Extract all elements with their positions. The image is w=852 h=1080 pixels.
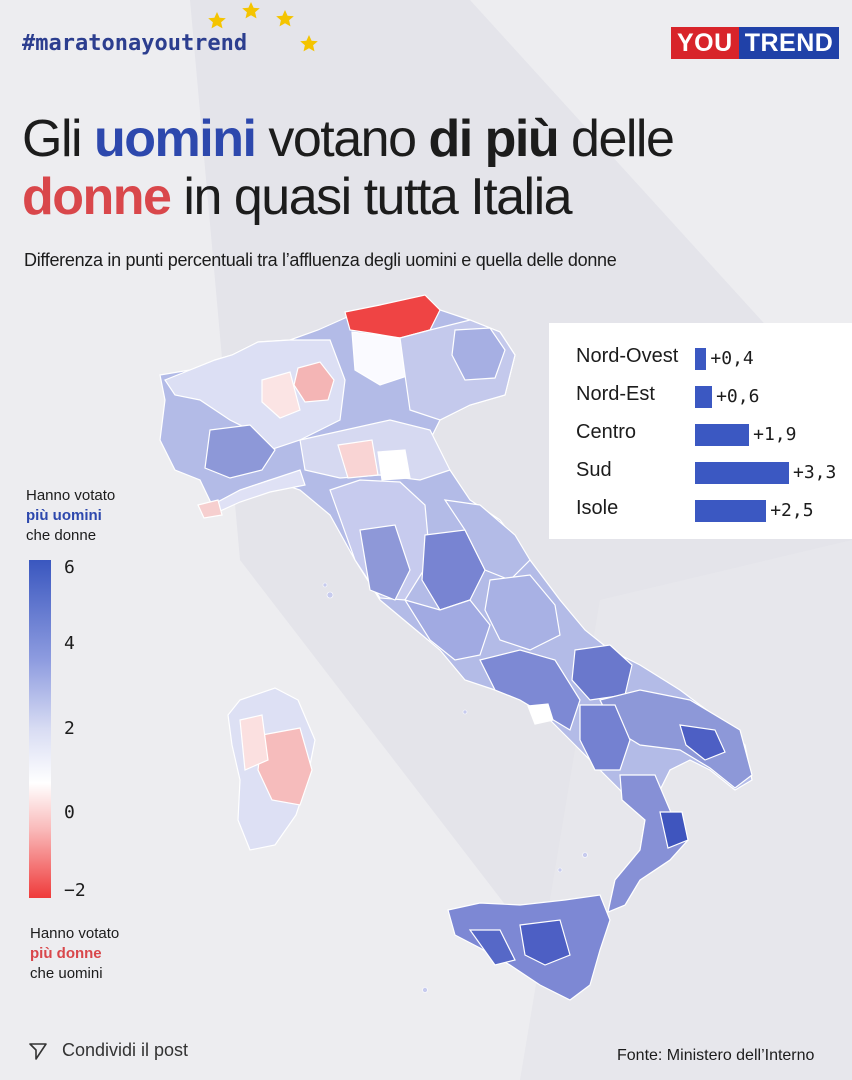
map-napoli-white xyxy=(527,703,554,725)
region-row: Nord-Est +0,6 xyxy=(549,379,852,409)
legend-text: Hanno votato xyxy=(30,925,120,942)
map-trentino xyxy=(351,331,411,386)
legend-highlight-women: più donne xyxy=(30,945,102,962)
map-puglia xyxy=(599,689,753,789)
map-salento xyxy=(679,724,726,761)
title-part: votano xyxy=(255,110,429,168)
map-sardegna-red xyxy=(257,727,313,806)
region-label: Centro xyxy=(576,421,637,443)
hashtag: #maratonayoutrend xyxy=(22,31,248,56)
region-bar xyxy=(695,424,750,446)
scale-tick-label: 2 xyxy=(64,718,75,739)
region-value-label: +1,9 xyxy=(753,424,797,445)
title-more: di più xyxy=(428,110,559,168)
map-friuli xyxy=(451,327,506,381)
title-part: Gli xyxy=(22,110,94,168)
map-abruzzo xyxy=(484,574,561,651)
map-modena-white xyxy=(377,449,411,481)
map-marche xyxy=(443,499,531,581)
region-label: Nord-Est xyxy=(576,383,655,405)
legend-text: che uomini xyxy=(30,965,103,982)
map-lombardy-light xyxy=(261,371,301,419)
scale-tick-label: 6 xyxy=(64,557,75,578)
youtrend-logo[interactable]: YOU TREND xyxy=(671,27,840,59)
send-icon xyxy=(29,1042,47,1060)
title-part: in quasi tutta Italia xyxy=(170,168,572,226)
share-label: Condividi il post xyxy=(62,1040,189,1060)
map-emilia xyxy=(299,419,451,481)
legend-highlight-men: più uomini xyxy=(26,507,102,524)
scale-tick-label: 4 xyxy=(64,633,75,654)
legend-more-men: Hanno votato più uomini che donne xyxy=(26,486,115,546)
italy-map xyxy=(159,294,753,1001)
map-agrigento xyxy=(468,929,516,966)
region-value-label: +0,4 xyxy=(710,348,754,369)
region-value-label: +2,5 xyxy=(770,500,814,521)
share-button[interactable]: Condividi il post xyxy=(28,1040,188,1061)
map-imperia xyxy=(197,499,223,519)
color-scale-bar xyxy=(29,560,51,898)
map-basilicata xyxy=(579,704,631,771)
region-value-label: +3,3 xyxy=(793,462,837,483)
region-bar xyxy=(695,348,707,370)
map-sardegna-pink xyxy=(239,714,269,771)
region-label: Nord-Ovest xyxy=(576,345,679,367)
title-men: uomini xyxy=(94,110,257,168)
page-title: Gli uomini votano di più delle donne in … xyxy=(22,110,675,226)
region-bar-chart: Nord-Ovest +0,4 Nord-Est +0,6 Centro +1,9 Sud +… xyxy=(549,323,852,539)
map-piemonte xyxy=(204,424,276,479)
region-bar xyxy=(695,462,789,484)
region-value-label: +0,6 xyxy=(716,386,760,407)
logo-trend: TREND xyxy=(738,27,840,59)
map-liguria xyxy=(211,469,306,513)
region-label: Sud xyxy=(576,459,612,481)
map-bologna-red xyxy=(337,439,379,479)
region-bar xyxy=(695,500,767,522)
region-bar xyxy=(695,386,713,408)
region-row: Centro +1,9 xyxy=(549,417,852,447)
title-part: delle xyxy=(558,110,675,168)
scale-tick-label: −2 xyxy=(64,880,86,901)
scale-tick-label: 0 xyxy=(64,802,75,823)
legend-more-women: Hanno votato più donne che uomini xyxy=(30,924,119,984)
subtitle: Differenza in punti percentuali tra l’af… xyxy=(24,250,617,270)
title-women: donne xyxy=(22,168,172,226)
region-row: Sud +3,3 xyxy=(549,455,852,485)
region-row: Isole +2,5 xyxy=(549,493,852,523)
region-row: Nord-Ovest +0,4 xyxy=(549,341,852,371)
map-crotone xyxy=(659,811,689,849)
region-label: Isole xyxy=(576,497,619,519)
eu-stars-icon xyxy=(208,2,318,52)
map-lazio xyxy=(403,598,491,661)
logo-you: YOU xyxy=(671,27,739,59)
source-note: Fonte: Ministero dell’Interno xyxy=(617,1047,815,1064)
map-centro-dark xyxy=(359,524,411,601)
legend-text: che donne xyxy=(26,527,97,544)
legend-text: Hanno votato xyxy=(26,487,116,504)
map-campania xyxy=(479,649,581,731)
map-sicilia-dark xyxy=(519,919,571,966)
